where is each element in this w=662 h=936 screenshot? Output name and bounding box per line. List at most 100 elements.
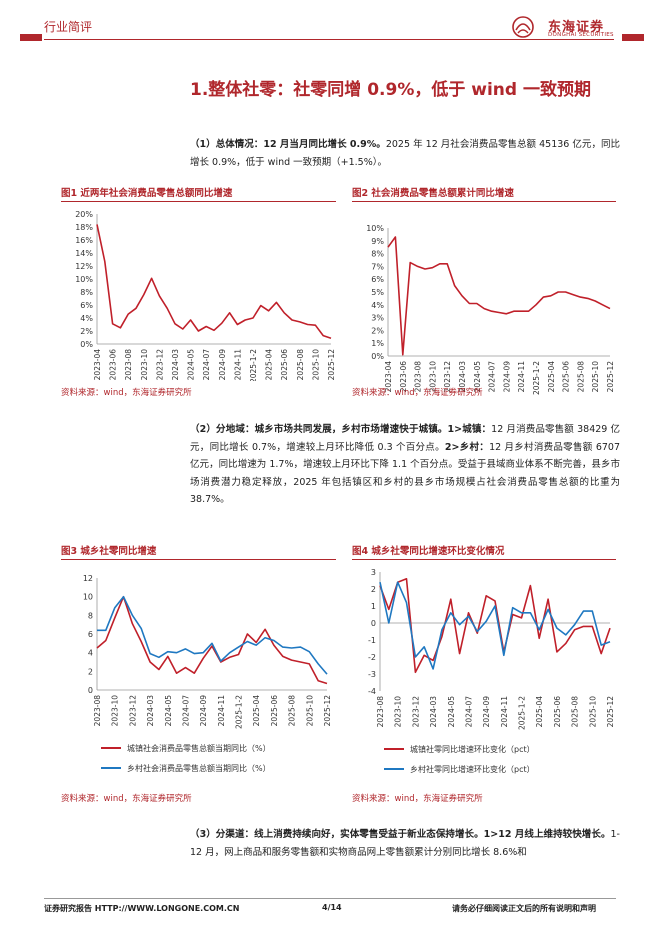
header-bar-right [622,34,644,41]
fig2-ytick-label: 3% [371,314,384,323]
fig1-ytick-label: 2% [80,327,93,336]
fig4-xtick-label: 2023-08 [376,696,385,728]
fig4-xtick-label: 2025-1-2 [518,696,527,730]
paragraph-region-text2: 12 月乡村消费品零售额 6707 亿元，同比增速为 1.7%，增速较上月环比下… [190,441,620,506]
fig2-xtick-label: 2025-06 [562,361,571,393]
chart-fig3: 0 2 4 6 8 10 12 2023-08 2023-10 2023-12 2024-03 202… [61,570,341,785]
fig3-ytick-label: 6 [88,630,93,639]
paragraph-region: （2）分地域：城乡市场共同发展，乡村市场增速快于城镇。1>城镇：12 月消费品零… [190,421,620,509]
section-title: 1.整体社零：社零同增 0.9%，低于 wind 一致预期 [190,80,591,100]
chart-fig1: 0% 2% 4% 6% 8% 10% 12% 14% 16% 18% 20% 2023-04 2023-… [61,206,341,381]
figure-4-rule [352,559,616,560]
fig4-ytick-label: 3 [371,568,376,577]
fig4-xtick-label: 2024-09 [482,696,491,728]
fig4-ytick-label: -1 [368,636,376,645]
fig4-xtick-label: 2024-07 [464,696,473,728]
company-logo [512,16,534,38]
paragraph-overall-lead: （1）总体情况：12 月当月同比增长 0.9%。 [190,139,386,150]
section-label: 行业简评 [44,20,93,34]
fig2-xtick-label: 2024-07 [488,361,497,393]
chart-fig2: 0% 1% 2% 3% 4% 5% 6% 7% 8% 9% 10% 2023-04 2023-06 202… [352,220,622,395]
fig1-xtick-label: 2024-11 [233,349,242,381]
fig1-xtick-label: 2025-06 [280,349,289,381]
fig3-legend-0-label: 城镇社会消费品零售总额当期同比（%） [127,743,271,753]
fig2-xtick-label: 2025-10 [591,361,600,393]
fig4-ytick-label: -3 [368,670,376,679]
paragraph-region-text1: 12 月消费品零售额 38429 亿元，同比增长 0.7%，增速较上月环比降低 … [190,424,620,453]
fig1-xtick-label: 2024-05 [187,349,196,381]
fig2-ytick-label: 1% [371,339,384,348]
fig1-svg: 0% 2% 4% 6% 8% 10% 12% 14% 16% 18% 20% 2023-04 2023-… [75,210,336,381]
paragraph-region-lead: （2）分地域：城乡市场共同发展，乡村市场增速快于城镇。1>城镇： [190,424,492,435]
figure-3-rule [61,559,336,560]
fig1-xtick-label: 2023-08 [124,349,133,381]
logo-name: 东海证券 [548,20,605,35]
logo-subtitle: DONGHAI SECURITIES [548,32,614,38]
fig4-ytick-label: 0 [371,619,376,628]
fig4-series-1-line [379,581,611,670]
fig2-xtick-label: 2025-1-2 [532,361,541,395]
fig1-xtick-label: 2023-06 [109,349,118,381]
fig4-ytick-label: 2 [371,585,376,594]
fig3-xtick-label: 2023-08 [93,695,102,727]
fig4-xtick-label: 2025-10 [588,696,597,728]
fig3-legend-1-label: 乡村社会消费品零售总额当期同比（%） [127,763,271,773]
footer-page: 4/14 [322,903,342,912]
fig3-xtick-label: 2025-10 [305,695,314,727]
fig2-xtick-label: 2023-12 [443,361,452,393]
fig1-ytick-label: 20% [75,210,93,219]
fig2-ytick-label: 5% [371,288,384,297]
fig1-xtick-label: 2023-10 [140,349,149,381]
fig2-ytick-label: 8% [371,250,384,259]
fig1-ytick-label: 12% [75,262,93,271]
fig2-ytick-label: 7% [371,262,384,271]
fig1-ytick-label: 6% [80,301,93,310]
fig1-xtick-label: 2024-07 [202,349,211,381]
fig3-svg: 0 2 4 6 8 10 12 2023-08 2023-10 2023-12 2024-03 202… [83,574,332,773]
figure-1-rule [61,201,336,202]
fig1-xtick-label: 2023-12 [155,349,164,381]
fig2-xtick-label: 2025-12 [606,361,615,393]
fig3-xtick-label: 2025-12 [323,695,332,727]
fig4-svg: -4 -3 -2 -1 0 1 2 3 2023-08 2023-10 2023-12 2024-03… [368,568,615,774]
fig4-xtick-label: 2025-08 [571,696,580,728]
fig3-xtick-label: 2024-11 [217,695,226,727]
fig1-ytick-label: 18% [75,223,93,232]
fig3-xtick-label: 2024-05 [164,695,173,727]
paragraph-overall-text: 2025 年 12 月社会消费品零售总额 45136 亿元，同比增长 0.9%，… [190,139,620,168]
fig2-xtick-label: 2025-08 [576,361,585,393]
figure-1-title: 图1 近两年社会消费品零售总额同比增速 [61,188,233,199]
fig2-xtick-label: 2024-03 [458,361,467,393]
fig2-xtick-label: 2024-11 [517,361,526,393]
fig3-ytick-label: 2 [88,667,93,676]
fig3-ytick-label: 4 [88,649,93,658]
figure-4-title: 图4 城乡社零同比增速环比变化情况 [352,546,505,557]
fig4-xtick-label: 2025-04 [535,696,544,728]
fig2-xtick-label: 2023-04 [384,361,393,393]
fig3-xtick-label: 2025-04 [252,695,261,727]
chart-fig4: -4 -3 -2 -1 0 1 2 3 2023-08 2023-10 2023-12 2024-03… [352,564,622,785]
fig2-xtick-label: 2024-05 [473,361,482,393]
fig3-ytick-label: 8 [88,611,93,620]
figure-4-source: 资料来源：wind，东海证券研究所 [352,794,483,804]
fig3-xtick-label: 2025-08 [288,695,297,727]
fig1-series-0-line [96,224,332,339]
fig3-ytick-label: 0 [88,686,93,695]
fig3-xtick-label: 2024-09 [199,695,208,727]
fig3-ytick-label: 10 [83,593,93,602]
fig3-series-0-line [96,595,328,685]
fig1-xtick-label: 2025-1-2 [249,349,258,381]
fig1-xtick-label: 2025-10 [311,349,320,381]
paragraph-channel: （3）分渠道：线上消费持续向好，实体零售受益于新业态保持增长。1>12 月线上维… [190,826,620,861]
fig3-xtick-label: 2024-07 [181,695,190,727]
fig1-ytick-label: 0% [80,340,93,349]
fig3-xtick-label: 2023-12 [128,695,137,727]
fig2-xtick-label: 2025-04 [547,361,556,393]
fig4-xtick-label: 2024-05 [447,696,456,728]
fig2-svg: 0% 1% 2% 3% 4% 5% 6% 7% 8% 9% 10% 2023-04 2023-06 202… [366,224,615,395]
fig2-series-0-line [387,236,611,356]
fig1-xtick-label: 2023-04 [93,349,102,381]
fig3-ytick-label: 12 [83,574,93,583]
fig3-series-1-line [97,595,328,675]
fig4-series-0-line [379,578,611,674]
